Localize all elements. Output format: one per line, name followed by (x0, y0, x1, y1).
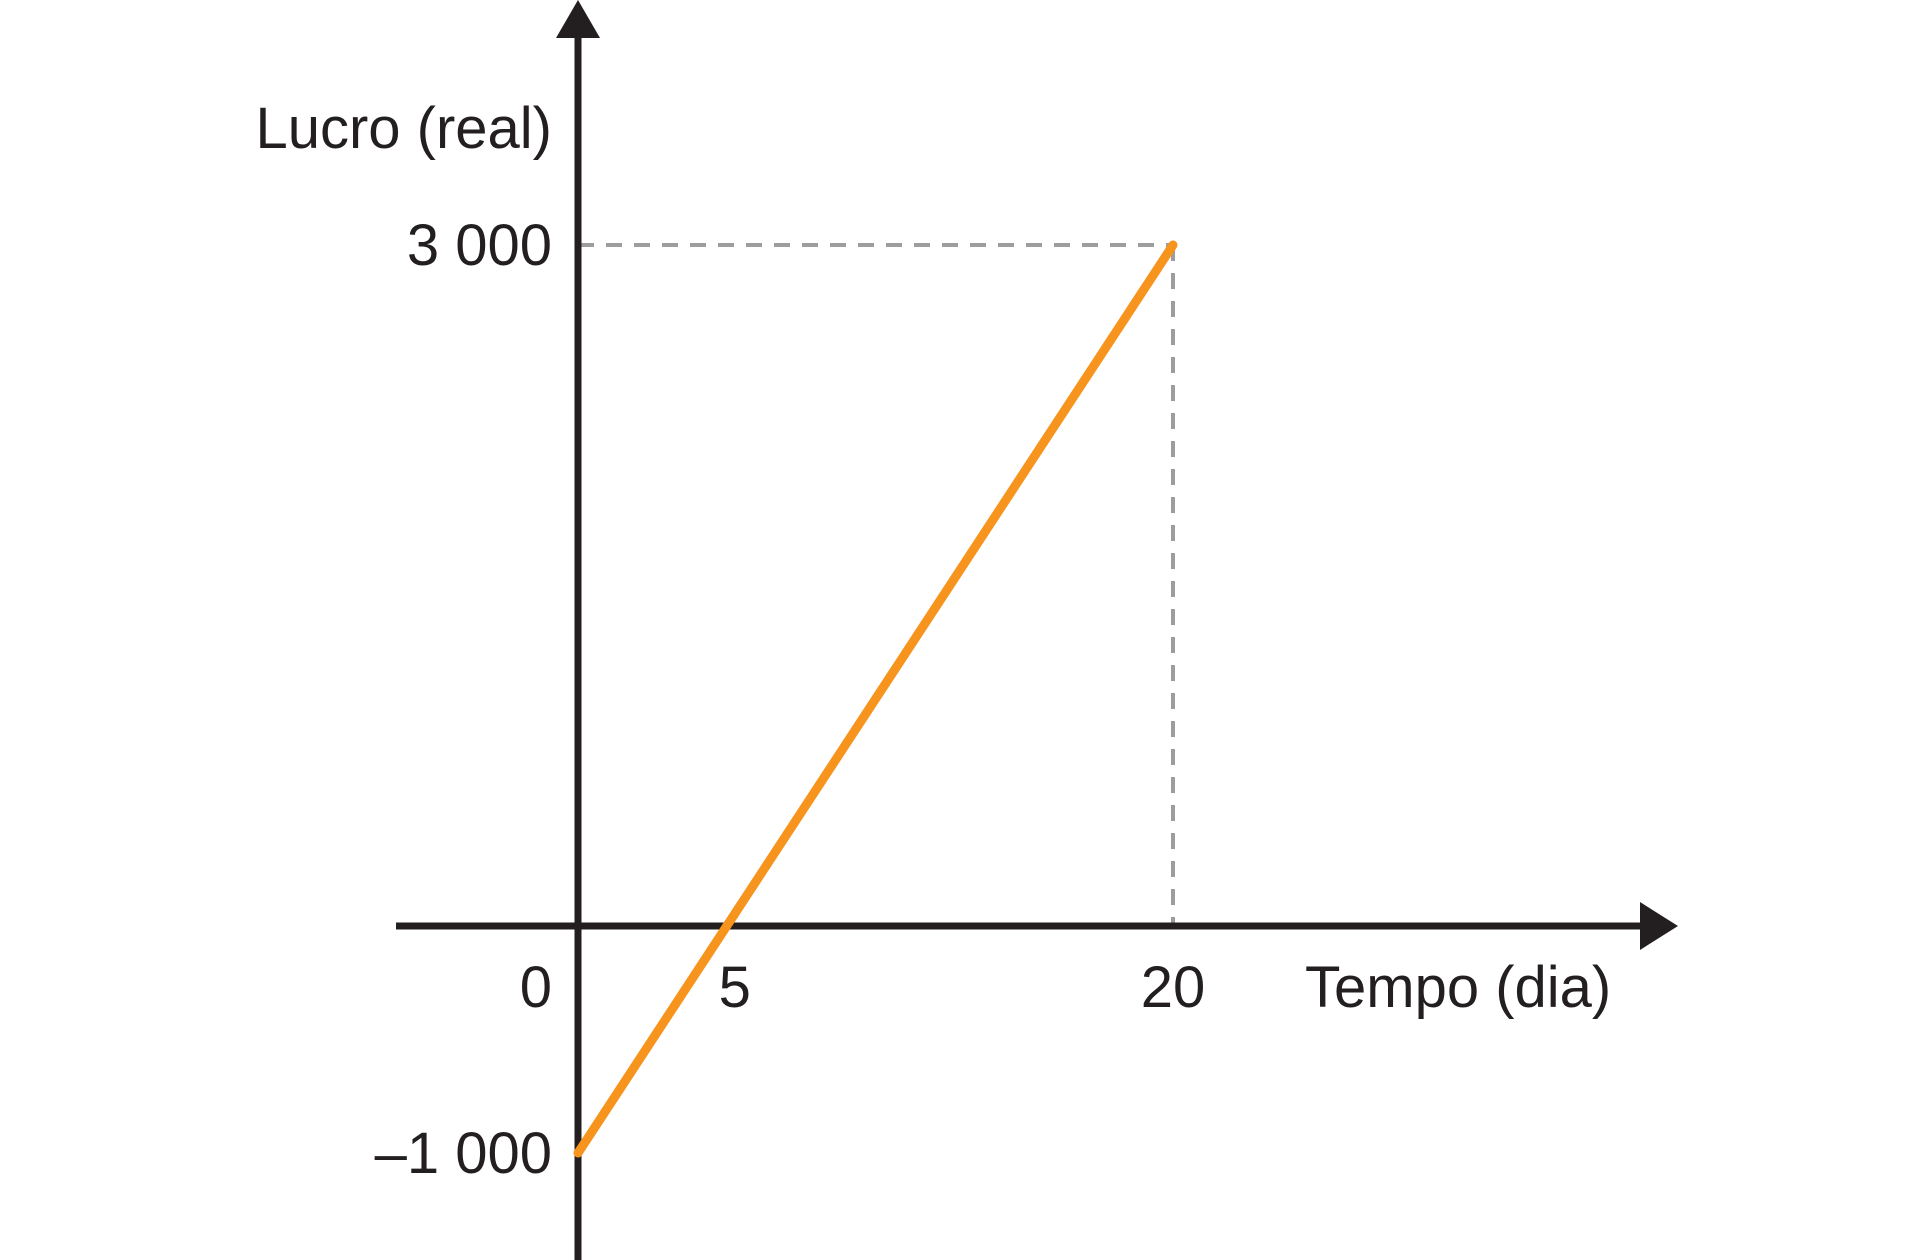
x-tick-label: 20 (1141, 955, 1206, 1020)
x-axis-arrow-icon (1640, 902, 1678, 950)
x-tick-label: 5 (719, 955, 751, 1020)
tick-labels: 0 5 20 3 000 –1 000 (375, 213, 1206, 1186)
reference-guides (578, 243, 1175, 926)
axes (396, 0, 1678, 1260)
y-tick-label: 3 000 (407, 213, 552, 278)
x-tick-label: 0 (520, 955, 552, 1020)
series-layer (573, 240, 1178, 1158)
y-axis-label: Lucro (real) (255, 96, 552, 161)
y-axis-arrow-icon (556, 0, 600, 38)
x-axis-label: Tempo (dia) (1305, 955, 1611, 1020)
y-tick-label: –1 000 (375, 1121, 552, 1186)
series-line-0 (573, 240, 1178, 1158)
